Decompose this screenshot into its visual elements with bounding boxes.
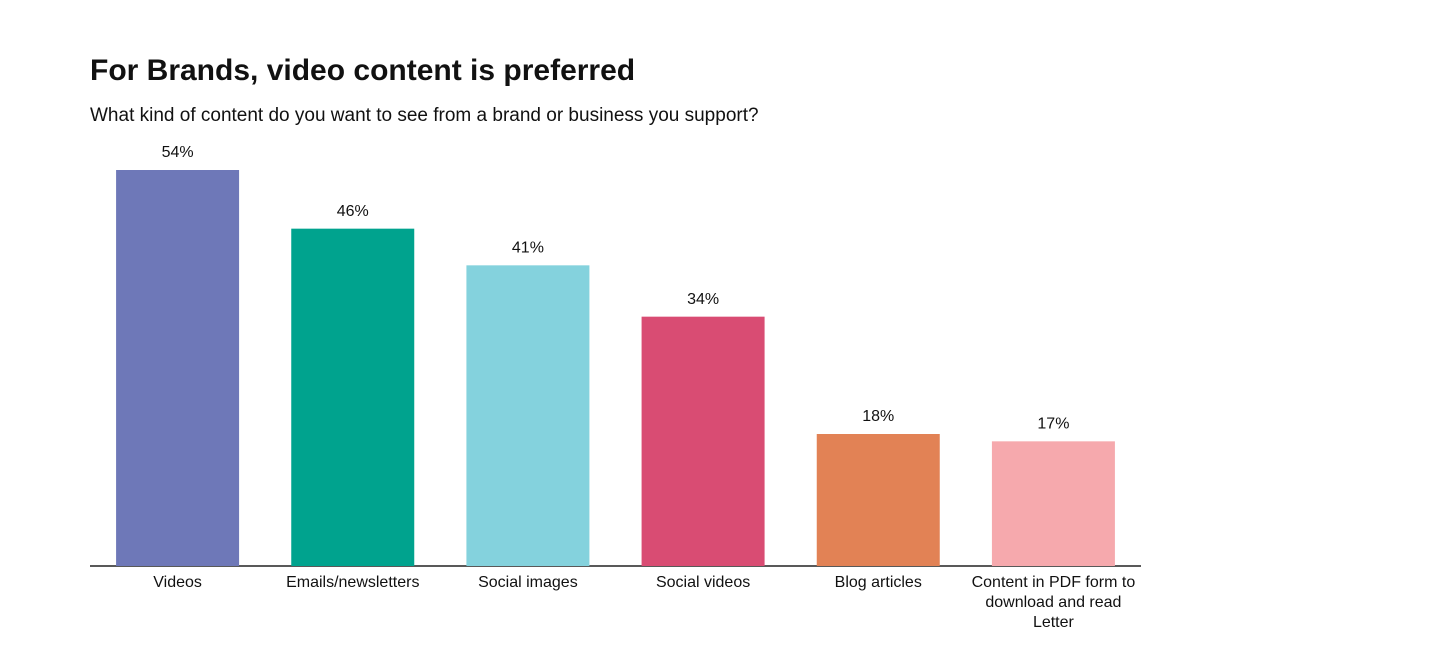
bar: [991, 441, 1115, 566]
bar: [291, 228, 415, 566]
x-tick-label-box: Videos: [153, 574, 202, 591]
x-tick-label: Content in PDF form to download and read…: [971, 574, 1136, 631]
x-tick-label: Social images: [478, 574, 578, 591]
value-label: 46%: [337, 203, 369, 220]
value-label: 34%: [687, 291, 719, 308]
x-tick-label: Blog articles: [834, 574, 922, 591]
x-tick-label-box: Social images: [478, 574, 578, 591]
x-tick-label: Emails/newsletters: [286, 574, 420, 591]
value-label: 54%: [162, 144, 194, 161]
x-tick-label-box: Emails/newsletters: [286, 574, 420, 591]
x-tick-label-box: Content in PDF form to download and read…: [971, 574, 1136, 631]
bar: [466, 265, 590, 566]
chart-subtitle: What kind of content do you want to see …: [90, 105, 759, 126]
bar: [641, 316, 765, 566]
x-tick-label-box: Social videos: [655, 574, 751, 591]
x-tick-label-box: Blog articles: [834, 574, 922, 591]
bar: [816, 434, 940, 566]
value-label: 18%: [862, 408, 894, 425]
x-tick-label: Social videos: [655, 574, 751, 591]
bar: [116, 170, 240, 566]
value-label: 41%: [512, 240, 544, 257]
chart-title: For Brands, video content is preferred: [90, 54, 635, 87]
x-tick-label: Videos: [153, 574, 202, 591]
value-label: 17%: [1037, 416, 1069, 433]
